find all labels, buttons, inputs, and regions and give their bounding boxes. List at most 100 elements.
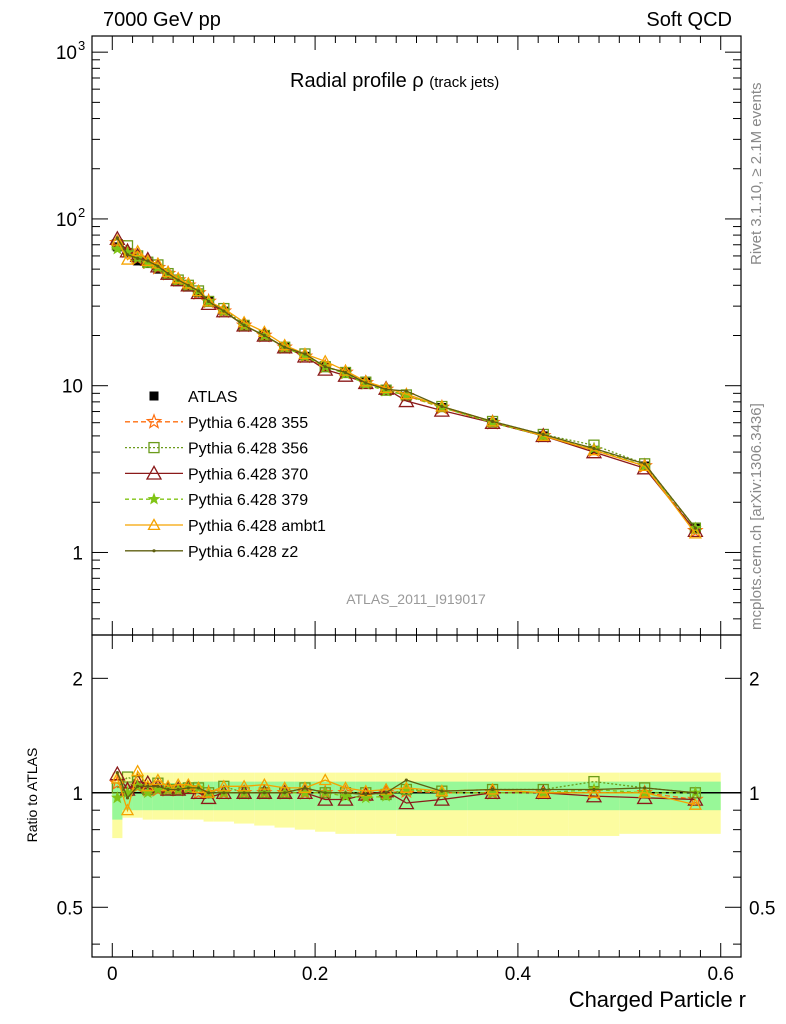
dot-marker xyxy=(592,787,596,792)
dot-marker xyxy=(196,786,201,790)
dot-marker xyxy=(303,352,307,356)
ratio-y-tick-label-right: 2 xyxy=(749,669,760,690)
triangle-marker xyxy=(587,785,601,798)
dot-marker xyxy=(592,446,596,451)
triangle-marker xyxy=(151,256,165,269)
main-series-line xyxy=(116,238,696,532)
dot-marker xyxy=(152,549,156,553)
x-tick-label: 0.2 xyxy=(302,964,328,985)
triangle-marker xyxy=(337,791,354,806)
square-marker xyxy=(148,441,160,454)
dot-marker xyxy=(283,345,287,349)
triangle-marker xyxy=(638,459,652,472)
dot-marker xyxy=(343,370,348,375)
dot-marker xyxy=(643,462,647,466)
legend-item: Pythia 6.428 ambt1 xyxy=(125,518,326,535)
ratio-y-axis-label: Ratio to ATLAS xyxy=(24,748,40,843)
dot-marker xyxy=(125,253,130,257)
triangle-marker xyxy=(278,338,292,351)
ratio-y-tick-label: 2 xyxy=(72,669,83,690)
ratio-y-tick-label: 1 xyxy=(72,784,83,805)
legend-item: ATLAS xyxy=(149,389,238,406)
dot-marker xyxy=(156,264,160,268)
legend-item: Pythia 6.428 379 xyxy=(125,492,308,509)
triangle-marker xyxy=(317,791,334,806)
triangle-marker xyxy=(399,387,413,400)
y-tick-label: 1 xyxy=(72,543,83,564)
main-series-p370 xyxy=(109,230,704,537)
dot-marker xyxy=(207,299,211,304)
triangle-marker xyxy=(131,244,145,257)
dot-marker xyxy=(176,278,180,282)
header-energy: 7000 GeV pp xyxy=(103,9,221,31)
ratio-band-bin xyxy=(162,783,174,811)
legend-label: Pythia 6.428 356 xyxy=(188,441,308,458)
y-tick-label: 10 xyxy=(56,43,77,64)
triangle-marker xyxy=(688,797,702,810)
dot-marker xyxy=(323,365,327,369)
triangle-marker xyxy=(536,785,550,798)
dot-marker xyxy=(343,791,348,795)
dot-marker xyxy=(156,784,160,788)
y-tick-label: 10 xyxy=(62,377,83,398)
triangle-marker xyxy=(217,301,231,314)
ratio-band-bin xyxy=(152,783,163,811)
triangle-marker xyxy=(202,294,216,307)
dot-marker xyxy=(440,789,444,793)
header-category: Soft QCD xyxy=(646,9,732,31)
x-axis-label: Charged Particle r xyxy=(569,987,746,1012)
ratio-band-bin xyxy=(173,783,184,811)
dot-marker xyxy=(176,787,180,792)
x-tick-label: 0.6 xyxy=(708,964,734,985)
star-marker xyxy=(121,786,134,799)
triangle-marker xyxy=(191,284,206,296)
legend-label: Pythia 6.428 379 xyxy=(188,492,308,509)
legend-label: Pythia 6.428 z2 xyxy=(188,544,298,561)
dot-marker xyxy=(643,786,647,790)
triangle-marker xyxy=(120,252,135,265)
triangle-marker xyxy=(398,392,415,408)
y-tick-label: 10 xyxy=(56,210,77,231)
triangle-marker xyxy=(181,276,195,289)
triangle-marker xyxy=(399,781,413,793)
triangle-marker xyxy=(120,803,135,816)
triangle-marker xyxy=(688,526,702,539)
triangle-marker xyxy=(435,399,449,412)
legend-label: Pythia 6.428 ambt1 xyxy=(188,518,326,535)
triangle-marker xyxy=(433,791,450,806)
triangle-marker xyxy=(398,794,415,810)
dot-marker xyxy=(196,289,201,293)
dot-marker xyxy=(146,784,150,788)
dot-marker xyxy=(207,791,211,795)
analysis-watermark: ATLAS_2011_I919017 xyxy=(346,591,486,607)
ratio-y-tick-label-right: 1 xyxy=(749,784,760,805)
star-marker xyxy=(110,791,124,804)
triangle-marker xyxy=(317,361,334,376)
rivet-version-label: Rivet 3.1.10, ≥ 2.1M events xyxy=(748,82,765,266)
chart-title: Radial profile ρ (track jets) xyxy=(290,70,499,92)
triangle-marker xyxy=(131,764,145,777)
dot-marker xyxy=(166,272,170,276)
dot-marker xyxy=(125,796,130,800)
legend-label: ATLAS xyxy=(188,389,238,406)
ratio-band-bin xyxy=(183,783,194,811)
dot-marker xyxy=(404,778,408,782)
main-series-z2 xyxy=(115,236,697,530)
dot-marker xyxy=(186,283,190,287)
triangle-marker xyxy=(433,402,450,417)
triangle-marker xyxy=(687,791,704,806)
ratio-y-tick-label-right: 0.5 xyxy=(749,898,775,919)
triangle-marker xyxy=(638,785,652,798)
triangle-marker xyxy=(110,233,124,246)
star-marker xyxy=(147,492,161,505)
y-tick-exponent: 3 xyxy=(78,38,85,53)
ratio-band-bin xyxy=(670,781,721,811)
triangle-marker xyxy=(318,773,332,786)
legend-item: Pythia 6.428 355 xyxy=(125,413,308,432)
legend-label: Pythia 6.428 370 xyxy=(188,466,308,483)
dot-marker xyxy=(303,786,307,790)
mcplots-reference-label: mcplots.cern.ch [arXiv:1306.3436] xyxy=(748,403,765,630)
ratio-band-bin xyxy=(142,783,153,811)
dot-marker xyxy=(166,787,170,792)
